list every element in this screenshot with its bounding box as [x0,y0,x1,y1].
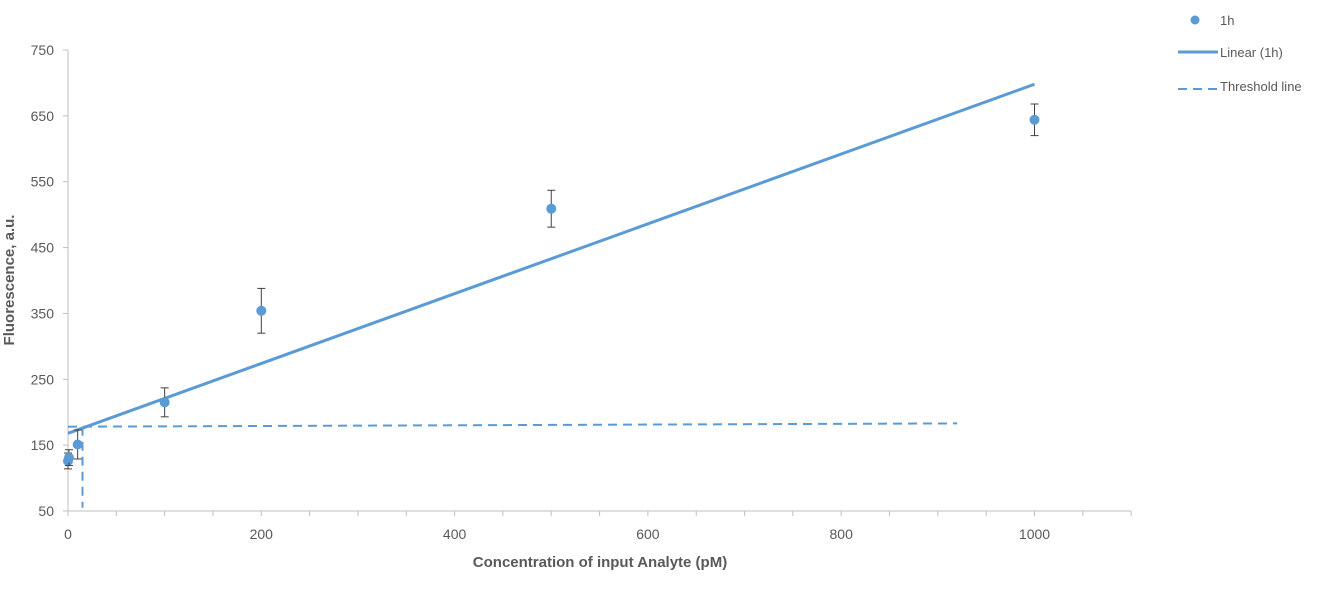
data-point [72,439,83,450]
y-tick-label: 250 [31,371,55,387]
data-point [63,452,74,463]
data-point [1029,114,1040,125]
trendline-linear-1h [67,82,1036,435]
threshold-line [67,422,958,428]
y-axis-title: Fluorescence, a.u. [1,215,18,346]
y-tick-label: 550 [31,174,55,190]
legend-marker-1h [1190,15,1200,25]
x-tick-label: 200 [250,526,274,542]
data-point [546,203,557,214]
x-tick-label: 400 [443,526,467,542]
x-tick-label: 1000 [1019,526,1050,542]
y-tick-label: 450 [31,240,55,256]
plot-area [63,82,1040,508]
x-tick-label: 600 [636,526,660,542]
legend-label: Linear (1h) [1220,45,1283,60]
legend: 1h Linear (1h) Threshold line [1178,13,1302,94]
y-tick-label: 750 [31,42,55,58]
x-tick-label: 0 [64,526,72,542]
legend-label: Threshold line [1220,79,1302,94]
axes: 50 150 250 350 450 550 650 750 0 200 400 600 800 1000 [31,42,1132,542]
data-point [256,305,267,316]
legend-label: 1h [1220,13,1234,28]
y-tick-label: 50 [38,503,54,519]
data-point [159,397,170,408]
x-tick-label: 800 [830,526,854,542]
y-tick-label: 650 [31,108,55,124]
y-tick-label: 150 [31,437,55,453]
x-axis-title: Concentration of input Analyte (pM) [473,554,727,571]
y-tick-label: 350 [31,305,55,321]
